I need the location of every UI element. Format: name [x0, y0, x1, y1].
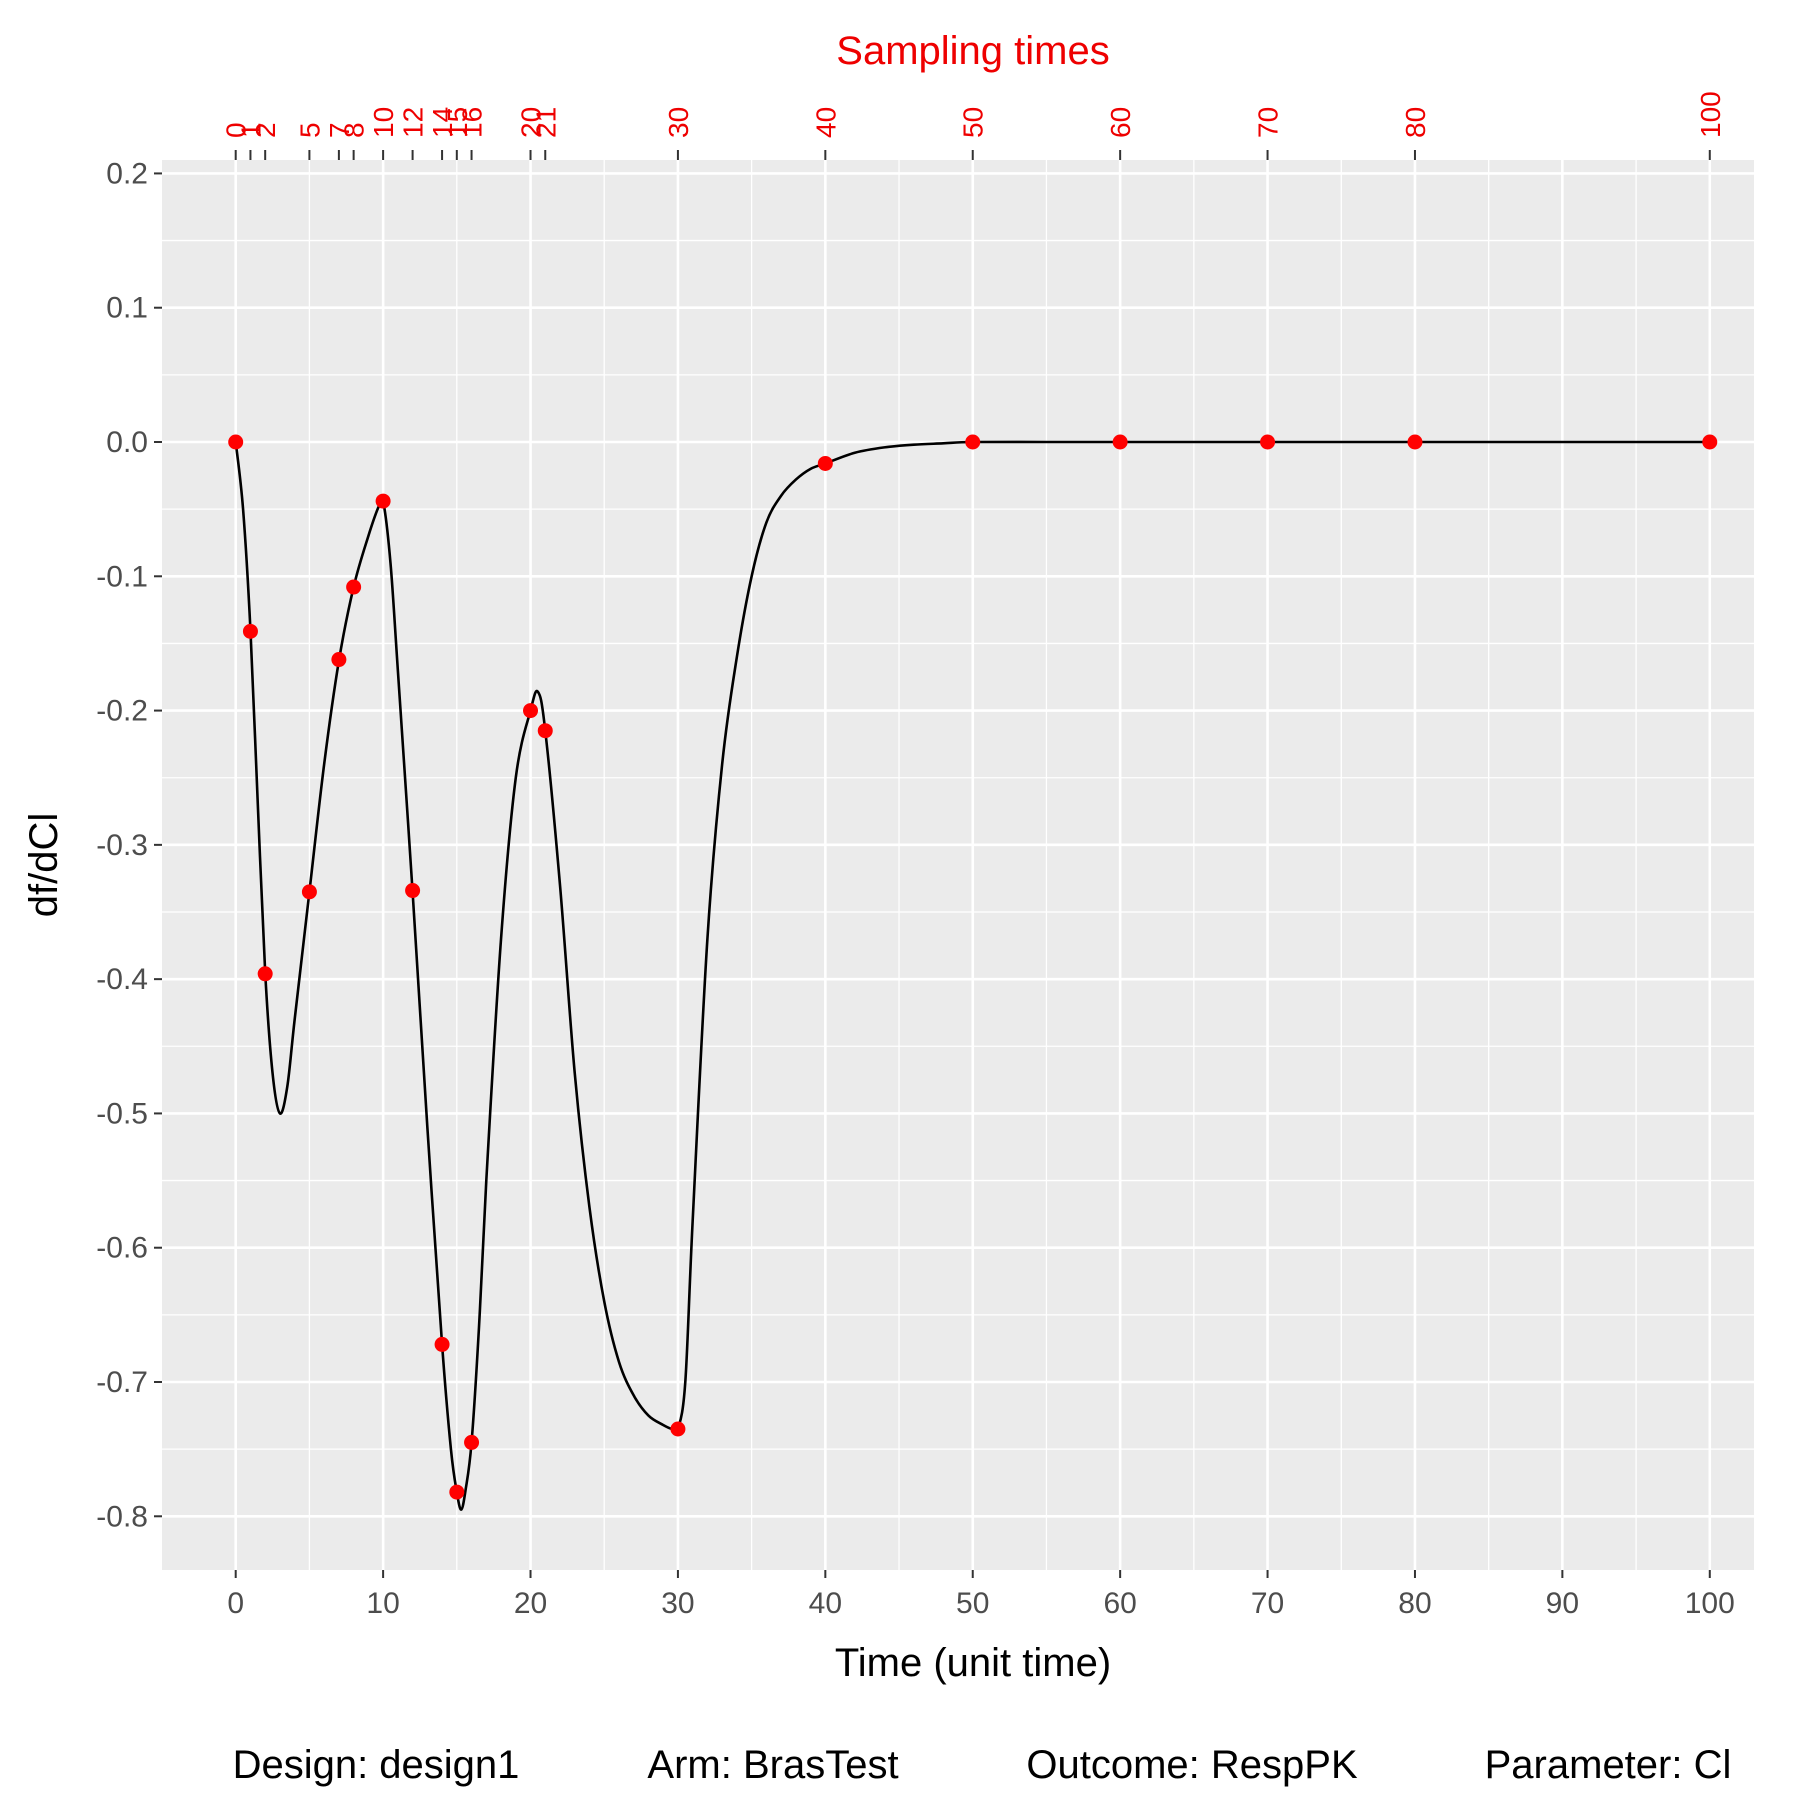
x-axis-title: Time (unit time)	[835, 1641, 1111, 1685]
sampling-time-label: 30	[663, 107, 694, 138]
sampling-time-label: 2	[250, 122, 281, 138]
caption-parameter: Parameter: Cl	[1485, 1743, 1732, 1787]
sampling-time-label: 20	[516, 107, 547, 138]
caption-outcome: Outcome: RespPK	[1026, 1743, 1358, 1787]
x-tick-label: 80	[1398, 1587, 1431, 1620]
sampling-time-label: 100	[1695, 91, 1726, 138]
y-tick-label: -0.2	[96, 695, 148, 728]
x-tick-label: 10	[366, 1587, 399, 1620]
y-tick-label: -0.4	[96, 963, 148, 996]
sample-point	[331, 652, 347, 668]
sampling-time-label: 0	[221, 122, 252, 138]
sample-point	[1112, 434, 1128, 450]
y-tick-label: -0.3	[96, 829, 148, 862]
x-tick-label: 50	[956, 1587, 989, 1620]
sample-point	[965, 434, 981, 450]
y-tick-label: -0.8	[96, 1500, 148, 1533]
sampling-time-label: 80	[1400, 107, 1431, 138]
x-tick-label: 20	[514, 1587, 547, 1620]
x-tick-label: 90	[1546, 1587, 1579, 1620]
y-tick-label: 0.1	[106, 292, 148, 325]
x-tick-label: 30	[661, 1587, 694, 1620]
sample-point	[1260, 434, 1276, 450]
y-tick-label: 0.2	[106, 157, 148, 190]
sampling-time-label: 10	[368, 107, 399, 138]
sampling-time-label: 15	[442, 107, 473, 138]
sample-point	[817, 455, 833, 471]
sampling-time-label: 5	[294, 122, 325, 138]
sample-point	[1407, 434, 1423, 450]
x-tick-label: 100	[1685, 1587, 1735, 1620]
sample-point	[301, 884, 317, 900]
sampling-time-label: 14	[427, 107, 458, 138]
sample-point	[375, 493, 391, 509]
sample-point	[228, 434, 244, 450]
y-tick-label: 0.0	[106, 426, 148, 459]
sampling-time-label: 1	[235, 122, 266, 138]
x-tick-label: 40	[809, 1587, 842, 1620]
sampling-time-label: 16	[457, 107, 488, 138]
sample-point	[537, 723, 553, 739]
caption-design: Design: design1	[233, 1743, 520, 1787]
y-tick-label: -0.6	[96, 1232, 148, 1265]
plot-panel	[162, 160, 1754, 1570]
sample-point	[257, 966, 273, 982]
sample-point	[346, 579, 362, 595]
sample-point	[405, 883, 421, 899]
grid	[162, 160, 1754, 1570]
y-tick-label: -0.1	[96, 560, 148, 593]
caption-arm: Arm: BrasTest	[647, 1743, 898, 1787]
x-axis: 0 10 20 30 40 50 60 70 80 90 100	[227, 1570, 1735, 1620]
sampling-time-label: 12	[398, 107, 429, 138]
sampling-time-label: 40	[810, 107, 841, 138]
sampling-time-label: 21	[530, 107, 561, 138]
y-tick-label: -0.7	[96, 1366, 148, 1399]
y-axis: 0.2 0.1 0.0 -0.1 -0.2 -0.3 -0.4 -0.5 -0.6 -0.7 -0.…	[96, 157, 162, 1533]
sampling-time-label: 70	[1253, 107, 1284, 138]
sample-point	[434, 1336, 450, 1352]
x-tick-label: 0	[227, 1587, 244, 1620]
y-tick-label: -0.5	[96, 1097, 148, 1130]
y-axis-title: df/dCl	[22, 813, 66, 918]
sample-point	[449, 1484, 465, 1500]
sampling-time-label: 50	[958, 107, 989, 138]
sampling-time-label: 60	[1105, 107, 1136, 138]
series-points	[228, 434, 1718, 1500]
sample-point	[523, 703, 539, 719]
x-tick-label: 60	[1103, 1587, 1136, 1620]
sampling-time-label: 8	[339, 122, 370, 138]
x-tick-label: 70	[1251, 1587, 1284, 1620]
top-axis-title: Sampling times	[836, 29, 1109, 73]
sample-point	[1702, 434, 1718, 450]
sample-point	[670, 1421, 686, 1437]
sample-point	[464, 1434, 480, 1450]
sample-point	[242, 623, 258, 639]
sampling-time-label: 7	[324, 122, 355, 138]
